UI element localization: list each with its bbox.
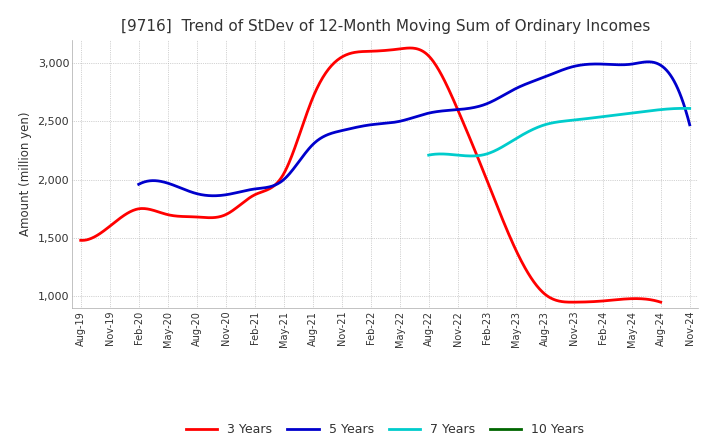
7 Years [543,121,552,127]
3 Years [405,45,414,51]
3 Years [76,238,85,243]
5 Years [460,106,469,112]
5 Years [209,193,217,198]
3 Years [567,300,576,305]
5 Years [685,122,694,128]
Line: 5 Years: 5 Years [139,62,690,196]
5 Years [644,59,652,65]
7 Years [685,106,694,111]
3 Years [225,210,234,215]
7 Years [467,153,476,158]
7 Years [424,153,433,158]
3 Years [419,49,428,54]
5 Years [277,179,286,184]
5 Years [503,90,512,95]
3 Years [464,133,473,139]
7 Years [579,117,588,122]
Legend: 3 Years, 5 Years, 7 Years, 10 Years: 3 Years, 5 Years, 7 Years, 10 Years [181,418,590,440]
3 Years [657,300,665,305]
5 Years [233,190,241,195]
7 Years [492,147,500,153]
3 Years [514,253,523,258]
7 Years [680,106,688,111]
Title: [9716]  Trend of StDev of 12-Month Moving Sum of Ordinary Incomes: [9716] Trend of StDev of 12-Month Moving… [120,19,650,34]
3 Years [179,214,188,219]
5 Years [384,120,393,125]
Y-axis label: Amount (million yen): Amount (million yen) [19,112,32,236]
7 Years [599,114,608,119]
7 Years [471,153,480,158]
7 Years [621,111,630,117]
Line: 7 Years: 7 Years [428,108,690,156]
5 Years [550,70,559,76]
Line: 3 Years: 3 Years [81,48,661,302]
5 Years [135,182,143,187]
3 Years [339,54,348,59]
